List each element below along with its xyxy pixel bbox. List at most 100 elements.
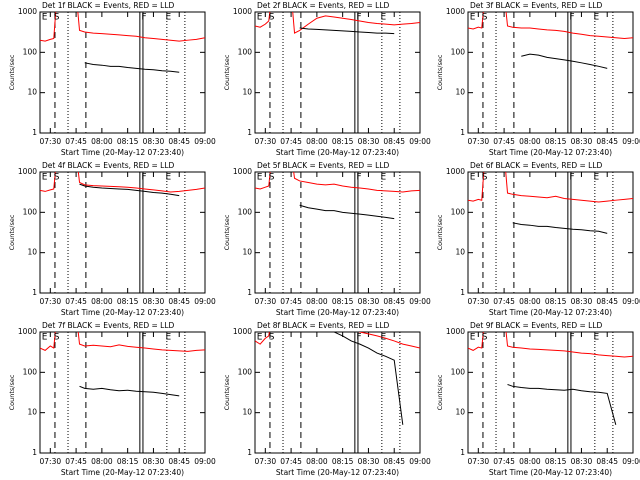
series-line [255,172,420,193]
annotation: F [569,13,574,23]
x-tick-label: 07:45 [493,297,515,306]
chart-title: Det 5f BLACK = Events, RED = LLD [257,161,390,170]
y-axis-label: Counts/sec [436,214,444,250]
x-axis-label: Start Time (20-May-12 07:23:40) [489,468,612,477]
series-line [40,12,205,42]
annotation: S [54,333,60,343]
x-tick-label: 09:00 [409,457,431,466]
annotation: F [569,333,574,343]
x-tick-label: 08:00 [91,457,113,466]
x-tick-label: 08:45 [383,137,405,146]
x-tick-label: 07:45 [65,137,87,146]
y-tick-label: 100 [23,367,38,376]
y-tick-label: 100 [451,367,466,376]
annotation: S [482,13,488,23]
x-tick-label: 07:30 [255,457,277,466]
annotation: S [269,173,275,183]
chart-title: Det 4f BLACK = Events, RED = LLD [42,161,175,170]
x-axis-label: Start Time (20-May-12 07:23:40) [489,308,612,317]
y-axis-label: Counts/sec [8,374,16,410]
series-line [84,62,180,73]
series-line [468,172,633,203]
series-line [333,332,404,425]
y-axis-label: Counts/sec [436,374,444,410]
annotation: E [165,13,171,23]
annotation: E [380,13,386,23]
x-tick-label: 08:30 [143,297,165,306]
x-axis-label: Start Time (20-May-12 07:23:40) [276,308,399,317]
x-tick-label: 07:30 [468,457,490,466]
y-tick-label: 100 [451,47,466,56]
plot-area [468,172,633,293]
plot-area [468,12,633,133]
annotation: F [569,173,574,183]
x-tick-label: 07:30 [255,137,277,146]
y-axis-label: Counts/sec [223,214,231,250]
plot-frame [467,11,634,134]
plot-frame [254,171,421,294]
x-tick-label: 08:15 [117,457,139,466]
y-tick-label: 1000 [18,327,37,336]
x-tick-label: 07:45 [493,137,515,146]
y-tick-label: 1 [247,448,252,457]
annotation: F [141,13,146,23]
plot-frame [467,171,634,294]
y-tick-label: 100 [238,207,253,216]
y-tick-label: 1 [460,448,465,457]
annotation: E [380,173,386,183]
annotation: E [42,333,48,343]
annotation: F [141,173,146,183]
x-tick-label: 07:45 [65,297,87,306]
y-tick-label: 1000 [446,167,465,176]
annotation: F [356,13,361,23]
plot-area [40,172,205,293]
x-tick-label: 08:00 [519,297,541,306]
annotation: E [593,333,599,343]
panel: Det 1f BLACK = Events, RED = LLD Start Ti… [8,1,216,157]
y-tick-label: 1 [32,128,37,137]
chart-title: Det 3f BLACK = Events, RED = LLD [470,1,603,10]
y-tick-label: 1000 [18,167,37,176]
y-tick-label: 10 [242,88,252,97]
x-tick-label: 08:15 [545,297,567,306]
x-tick-label: 08:30 [571,297,593,306]
y-tick-label: 1000 [446,7,465,16]
x-tick-label: 08:15 [332,137,354,146]
y-axis-label: Counts/sec [223,54,231,90]
x-tick-label: 07:30 [40,297,62,306]
y-tick-label: 10 [455,88,465,97]
x-tick-label: 07:30 [40,137,62,146]
y-tick-label: 1 [32,288,37,297]
panel: Det 4f BLACK = Events, RED = LLD Start Ti… [8,161,216,317]
y-tick-label: 1000 [446,327,465,336]
x-tick-label: 07:30 [468,137,490,146]
series-line [255,332,420,349]
x-tick-label: 08:15 [545,457,567,466]
chart-title: Det 2f BLACK = Events, RED = LLD [257,1,390,10]
panel: Det 8f BLACK = Events, RED = LLD Start Ti… [223,321,431,477]
series-line [521,53,608,69]
y-tick-label: 10 [242,408,252,417]
y-tick-label: 10 [455,248,465,257]
x-tick-label: 09:00 [194,457,216,466]
y-tick-label: 1000 [233,7,252,16]
panel: Det 3f BLACK = Events, RED = LLD Start Ti… [436,1,640,157]
x-tick-label: 08:30 [358,137,380,146]
x-axis-label: Start Time (20-May-12 07:23:40) [276,148,399,157]
annotation: E [257,173,263,183]
x-tick-label: 08:30 [358,297,380,306]
series-line [299,204,395,220]
x-tick-label: 08:15 [545,137,567,146]
annotation: S [482,333,488,343]
plot-area [255,172,420,293]
y-axis-label: Counts/sec [8,54,16,90]
plot-area [40,12,205,133]
plot-frame [254,331,421,454]
x-tick-label: 08:30 [358,457,380,466]
x-tick-label: 08:45 [168,297,190,306]
x-tick-label: 08:15 [117,297,139,306]
panel: Det 2f BLACK = Events, RED = LLD Start Ti… [223,1,431,157]
x-axis-label: Start Time (20-May-12 07:23:40) [61,468,184,477]
